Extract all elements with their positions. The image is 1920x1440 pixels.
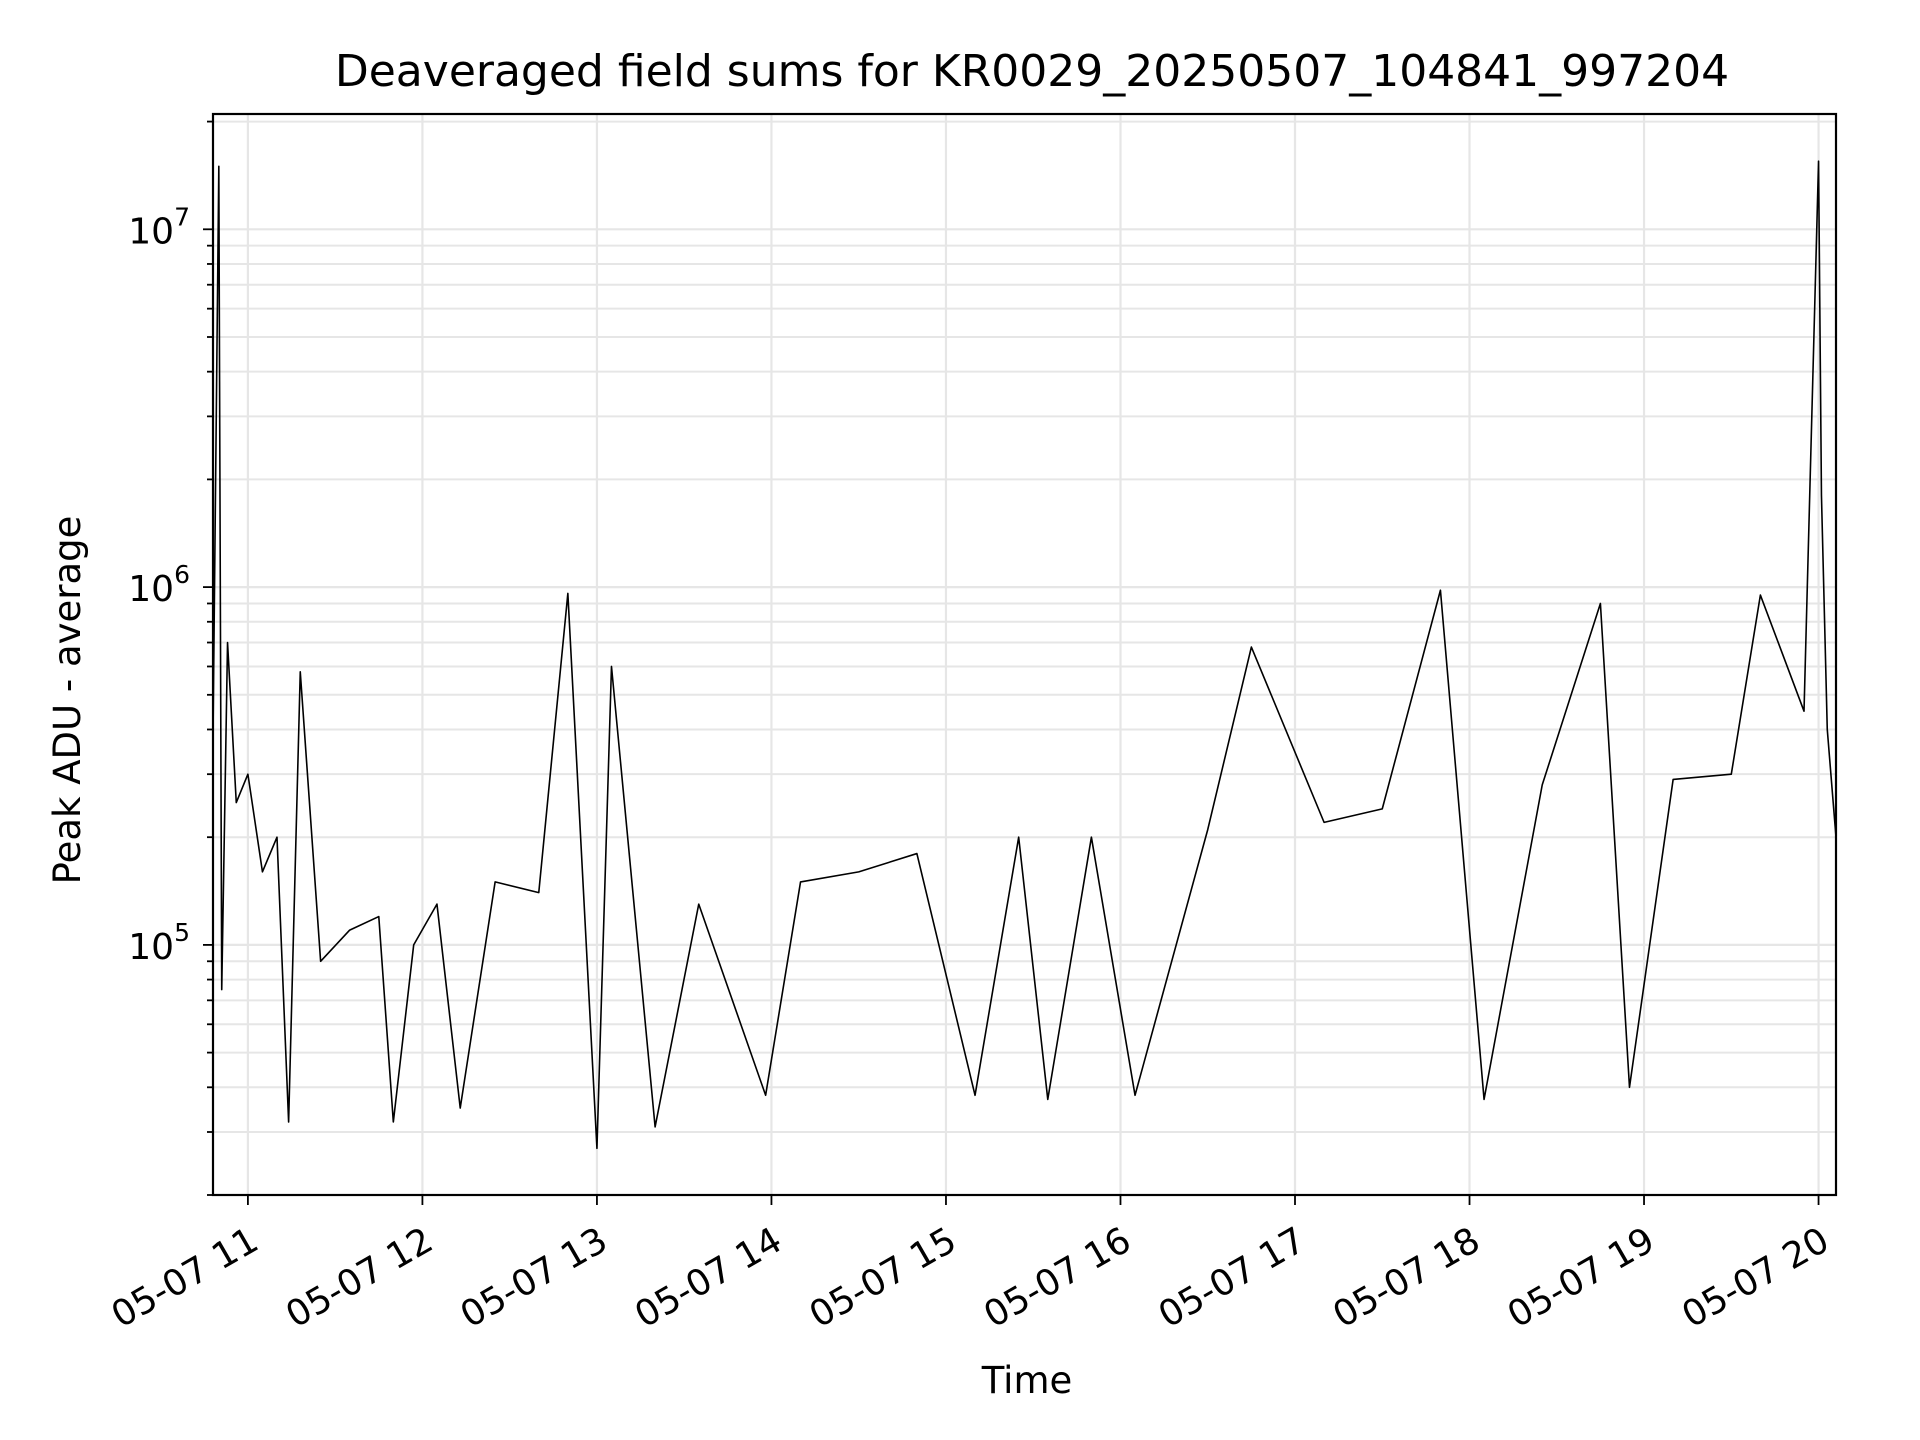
series-line bbox=[212, 160, 1837, 1150]
chart-title: Deaveraged field sums for KR0029_2025050… bbox=[335, 46, 1729, 97]
y-tick-label-exponent: 6 bbox=[174, 560, 190, 589]
y-axis-label: Peak ADU - average bbox=[46, 516, 89, 885]
plot-frame bbox=[211, 112, 1838, 1197]
y-tick-label-base: 10 bbox=[128, 927, 174, 968]
y-tick-label-base: 10 bbox=[128, 569, 174, 610]
y-tick-label: 106 bbox=[128, 560, 190, 610]
x-axis-label: Time bbox=[981, 1359, 1073, 1402]
series-group bbox=[212, 160, 1837, 1150]
y-tick-label-exponent: 7 bbox=[174, 202, 190, 231]
y-tick-label-base: 10 bbox=[128, 211, 174, 252]
y-tick-label: 105 bbox=[128, 918, 190, 968]
y-tick-label: 107 bbox=[128, 202, 190, 252]
y-tick-label-exponent: 5 bbox=[174, 918, 190, 947]
grid bbox=[213, 114, 1836, 1196]
